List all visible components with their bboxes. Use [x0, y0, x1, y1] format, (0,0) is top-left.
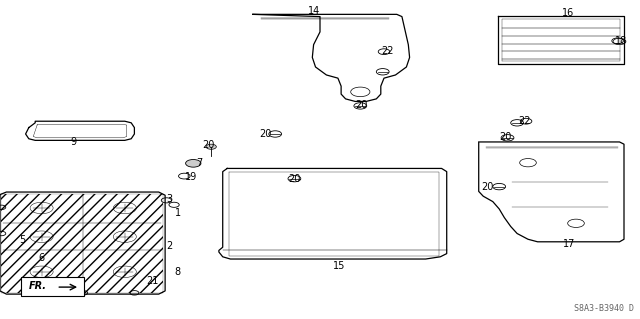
Text: 2: 2 — [166, 241, 173, 251]
Text: S8A3-B3940 D: S8A3-B3940 D — [573, 304, 634, 313]
Circle shape — [511, 120, 524, 126]
Circle shape — [376, 69, 389, 75]
Text: 21: 21 — [146, 276, 159, 286]
Circle shape — [354, 103, 367, 109]
Text: 12: 12 — [63, 277, 76, 287]
Text: FR.: FR. — [29, 281, 47, 291]
Circle shape — [269, 131, 282, 137]
Text: 7: 7 — [196, 158, 203, 168]
FancyBboxPatch shape — [21, 277, 84, 296]
Text: 5: 5 — [19, 235, 26, 245]
Text: 22: 22 — [518, 116, 531, 126]
Text: 22: 22 — [381, 46, 394, 56]
Circle shape — [186, 160, 201, 167]
Text: 20: 20 — [499, 132, 512, 142]
Text: 18: 18 — [614, 36, 627, 47]
Text: 16: 16 — [562, 8, 575, 18]
Text: 20: 20 — [202, 140, 215, 150]
Circle shape — [493, 183, 506, 190]
Text: 20: 20 — [259, 129, 272, 139]
Text: 9: 9 — [70, 137, 77, 147]
Circle shape — [288, 175, 301, 182]
Text: 1: 1 — [175, 208, 181, 218]
Text: 20: 20 — [355, 100, 368, 110]
Text: 3: 3 — [166, 194, 173, 204]
Text: 19: 19 — [184, 172, 197, 182]
Text: 20: 20 — [481, 182, 494, 192]
Polygon shape — [1, 194, 163, 293]
Text: 6: 6 — [38, 253, 45, 263]
Text: 14: 14 — [307, 6, 320, 16]
Circle shape — [206, 144, 216, 149]
Circle shape — [501, 135, 514, 141]
Text: 20: 20 — [288, 174, 301, 184]
Text: 17: 17 — [563, 239, 576, 249]
Text: 15: 15 — [333, 261, 346, 271]
Text: 8: 8 — [175, 267, 181, 277]
